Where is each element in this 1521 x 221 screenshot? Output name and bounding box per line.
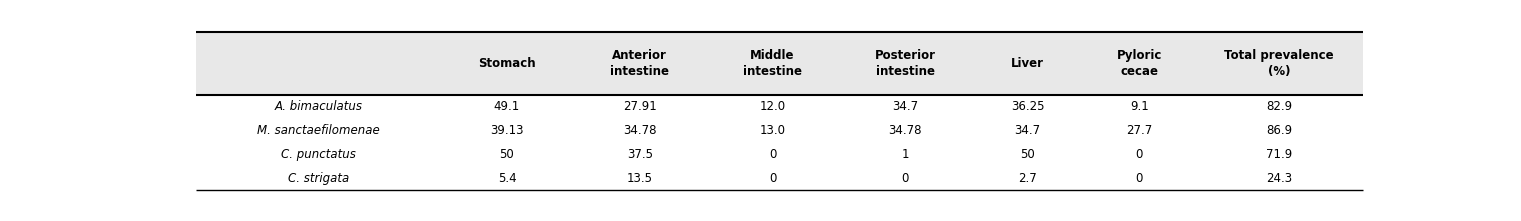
Text: 13.0: 13.0 — [759, 124, 785, 137]
Text: Pyloric
cecae: Pyloric cecae — [1116, 49, 1162, 78]
Text: M. sanctaefilomenae: M. sanctaefilomenae — [257, 124, 380, 137]
Text: 13.5: 13.5 — [627, 171, 653, 185]
Text: 5.4: 5.4 — [497, 171, 516, 185]
Text: 34.78: 34.78 — [624, 124, 657, 137]
Text: 37.5: 37.5 — [627, 148, 653, 161]
Text: 27.7: 27.7 — [1126, 124, 1153, 137]
Text: 27.91: 27.91 — [624, 100, 657, 113]
Text: Stomach: Stomach — [478, 57, 535, 70]
Text: 50: 50 — [1021, 148, 1034, 161]
Text: 71.9: 71.9 — [1265, 148, 1293, 161]
Text: Anterior
intestine: Anterior intestine — [610, 49, 669, 78]
Text: Posterior
intestine: Posterior intestine — [875, 49, 935, 78]
Text: Total prevalence
(%): Total prevalence (%) — [1224, 49, 1334, 78]
Text: A. bimaculatus: A. bimaculatus — [274, 100, 362, 113]
Text: 0: 0 — [902, 171, 910, 185]
Text: 1: 1 — [902, 148, 910, 161]
Text: Middle
intestine: Middle intestine — [744, 49, 802, 78]
Text: C. strigata: C. strigata — [287, 171, 348, 185]
Text: C. punctatus: C. punctatus — [281, 148, 356, 161]
Text: Liver: Liver — [1011, 57, 1043, 70]
Text: 2.7: 2.7 — [1018, 171, 1037, 185]
Bar — [196, 32, 1363, 95]
Text: 36.25: 36.25 — [1011, 100, 1045, 113]
Text: 9.1: 9.1 — [1130, 100, 1148, 113]
Text: 34.7: 34.7 — [1015, 124, 1040, 137]
Text: 12.0: 12.0 — [759, 100, 785, 113]
Text: 0: 0 — [768, 148, 776, 161]
Text: 34.78: 34.78 — [888, 124, 922, 137]
Text: 24.3: 24.3 — [1265, 171, 1293, 185]
Text: 0: 0 — [1136, 171, 1144, 185]
Text: 86.9: 86.9 — [1265, 124, 1293, 137]
Text: 49.1: 49.1 — [494, 100, 520, 113]
Text: 39.13: 39.13 — [490, 124, 523, 137]
Text: 34.7: 34.7 — [893, 100, 919, 113]
Text: 0: 0 — [1136, 148, 1144, 161]
Text: 50: 50 — [499, 148, 514, 161]
Text: 82.9: 82.9 — [1265, 100, 1293, 113]
Text: 0: 0 — [768, 171, 776, 185]
